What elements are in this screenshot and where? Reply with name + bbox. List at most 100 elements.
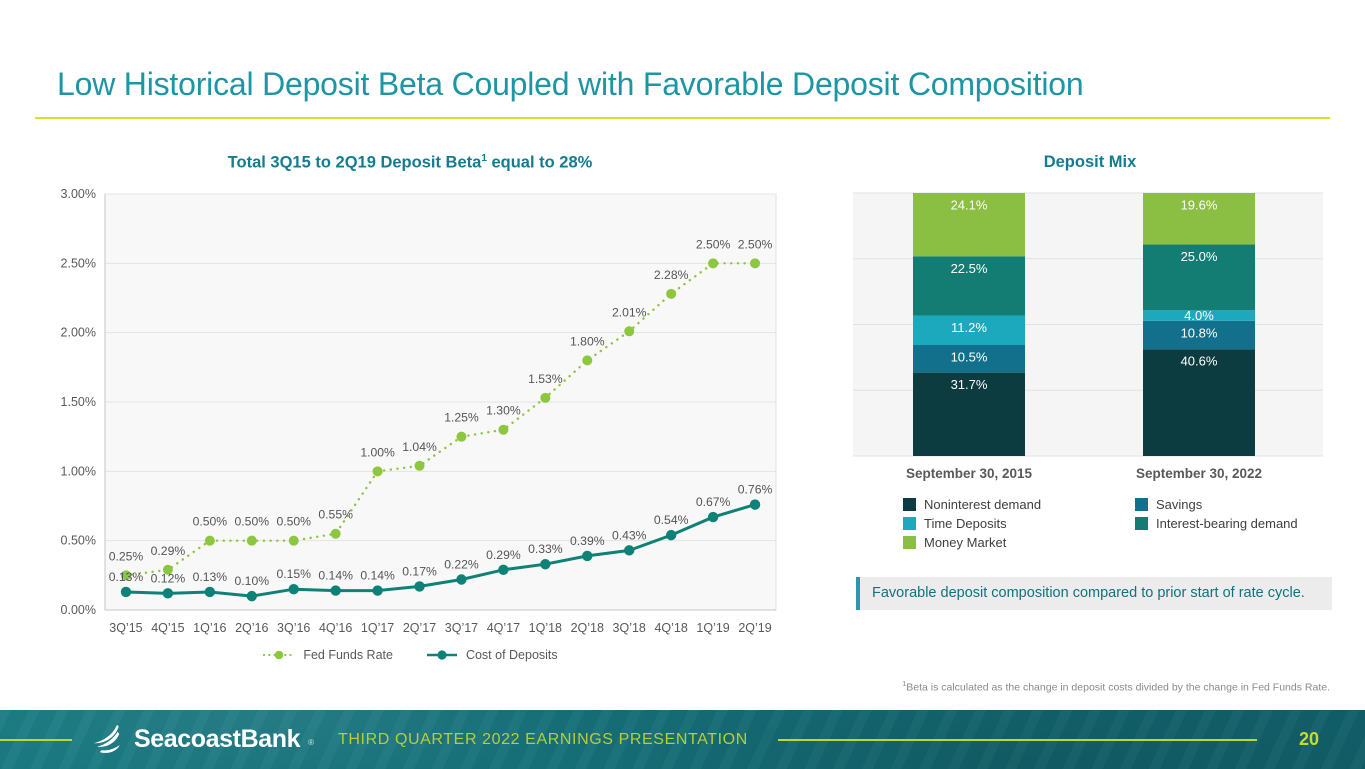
fed-funds-line (124, 262, 757, 577)
data-point-marker (540, 559, 551, 570)
callout-text: Favorable deposit composition compared t… (872, 585, 1305, 601)
data-point-label: 0.17% (402, 564, 437, 578)
y-axis-tick-label: 1.50% (61, 395, 96, 409)
x-axis-tick-label: 2Q’17 (403, 621, 436, 635)
data-point-marker (456, 574, 467, 585)
bar-segment-label: 11.2% (951, 320, 987, 335)
brand-trademark: ® (308, 737, 315, 747)
data-point-marker (120, 586, 132, 598)
footnote-marker: 1 (481, 153, 487, 164)
data-point-label: 1.25% (444, 411, 479, 425)
data-point-marker (120, 570, 131, 581)
data-point-label: 1.00% (360, 445, 395, 459)
legend-label: Time Deposits (924, 516, 1007, 531)
legend-item: Money Market (903, 535, 1083, 550)
data-point-marker (330, 585, 341, 596)
data-point-marker (665, 529, 677, 541)
data-point-label: 2.28% (654, 268, 689, 282)
data-point-label: 0.29% (151, 544, 186, 558)
data-point-marker (204, 586, 216, 598)
color-swatch-icon (903, 517, 916, 530)
data-point-marker (498, 564, 509, 575)
x-axis-tick-label: 3Q’15 (109, 621, 142, 635)
legend-column: Savings Interest-bearing demand (1135, 497, 1315, 550)
legend-label: Interest-bearing demand (1156, 516, 1298, 531)
color-swatch-icon (903, 498, 916, 511)
y-axis-tick-label: 2.00% (61, 326, 96, 340)
data-point-label: 0.25% (109, 549, 144, 563)
data-point-label: 0.76% (738, 483, 773, 497)
dotted-line-swatch-icon (263, 650, 296, 660)
data-point-marker (372, 466, 383, 477)
legend-item: Savings (1135, 497, 1315, 512)
legend-label: Savings (1156, 497, 1203, 512)
data-point-label: 0.14% (318, 569, 353, 583)
data-point-marker (288, 535, 299, 546)
bar-segment (1143, 310, 1255, 321)
x-axis-tick-label: 2Q’16 (235, 621, 268, 635)
data-point-label: 1.04% (402, 440, 437, 454)
data-point-label: 1.80% (570, 334, 605, 348)
data-point-label: 0.50% (276, 515, 311, 529)
x-axis-tick-label: 1Q’16 (193, 621, 226, 635)
solid-line-swatch-icon (426, 650, 457, 660)
bar-category-label: September 30, 2022 (1136, 466, 1262, 481)
brand-name: SeacoastBank (134, 725, 301, 753)
x-axis-tick-label: 4Q’16 (319, 621, 352, 635)
deposit-beta-line-chart: 0.00% 0.50% 1.00% 1.50% 2.00% 2.50% 3.00% 3Q’15… (61, 187, 777, 635)
seacoast-logo: SeacoastBank ® (90, 724, 314, 756)
data-point-marker (246, 590, 257, 602)
bar-segment (913, 315, 1025, 346)
data-point-marker (414, 460, 425, 471)
y-axis-tick-label: 0.00% (61, 603, 96, 617)
data-point-label: 0.55% (318, 508, 353, 522)
legend-item: Fed Funds Rate (262, 648, 393, 662)
bar-chart-legend: Noninterest demand Time Deposits Money Mar… (903, 497, 1315, 550)
footer-tagline: THIRD QUARTER 2022 EARNINGS PRESENTATION (338, 730, 748, 748)
bar-segment-label: 40.6% (1181, 354, 1218, 369)
data-point-label: 0.54% (654, 513, 689, 527)
x-axis-tick-label: 1Q’18 (529, 621, 562, 635)
legend-column: Noninterest demand Time Deposits Money Mar… (903, 497, 1083, 550)
data-point-label: 2.50% (738, 237, 773, 251)
bar-segment (913, 193, 1025, 257)
seacoast-sail-icon (93, 724, 120, 753)
legend-label: Cost of Deposits (465, 648, 558, 662)
bar-segment (913, 372, 1025, 456)
page-number: 20 (1298, 729, 1319, 749)
callout-box: Favorable deposit composition compared t… (856, 577, 1332, 611)
x-axis-tick-label: 2Q’18 (571, 621, 604, 635)
footnote-text: Beta is calculated as the change in depo… (906, 681, 1330, 694)
x-axis-tick-label: 3Q’18 (613, 621, 646, 635)
legend-item: Interest-bearing demand (1135, 516, 1315, 531)
y-axis-tick-label: 1.00% (61, 464, 96, 478)
x-axis-tick-label: 4Q’17 (487, 621, 520, 635)
data-point-marker (624, 545, 635, 556)
line-chart-title-suffix: equal to 28% (486, 153, 593, 172)
data-point-marker (707, 511, 719, 523)
legend-label: Noninterest demand (924, 497, 1042, 512)
color-swatch-icon (1135, 498, 1148, 511)
bar-category-label: September 30, 2015 (906, 466, 1033, 481)
deposit-mix-bar-chart: 31.7% 10.5% 11.2% 22.5% 24.1% September 30, 2… (853, 192, 1323, 481)
data-point-label: 2.50% (696, 237, 731, 251)
data-point-label: 0.13% (193, 570, 228, 584)
data-point-label: 0.22% (444, 557, 479, 571)
color-swatch-icon (1135, 517, 1148, 530)
title-underline (35, 117, 1330, 119)
legend-item: Time Deposits (903, 516, 1083, 531)
line-chart-title: Total 3Q15 to 2Q19 Deposit Beta1 equal t… (35, 153, 785, 173)
x-axis-tick-label: 4Q’15 (151, 621, 184, 635)
bar-segment-label: 19.6% (1181, 198, 1218, 213)
data-point-label: 0.13% (109, 570, 144, 584)
data-point-label: 0.50% (193, 515, 228, 529)
cost-of-deposits-line (125, 503, 756, 598)
data-point-marker (456, 431, 467, 442)
data-point-label: 2.01% (612, 305, 647, 319)
data-point-marker (288, 584, 299, 595)
data-point-label: 0.33% (528, 542, 563, 556)
data-point-label: 0.10% (235, 574, 270, 588)
data-point-marker (582, 550, 593, 562)
bar-segment (913, 345, 1025, 373)
data-point-label: 0.29% (486, 548, 521, 562)
